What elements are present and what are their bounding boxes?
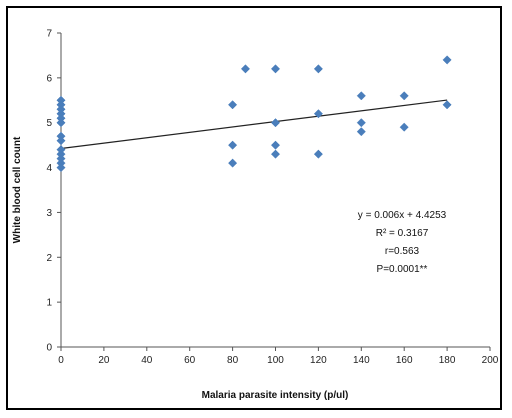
annotation-p-value: P=0.0001** bbox=[377, 264, 428, 275]
x-tick-label: 160 bbox=[396, 355, 413, 366]
y-tick-label: 7 bbox=[46, 29, 52, 40]
x-tick-label: 200 bbox=[482, 355, 499, 366]
x-tick-label: 0 bbox=[58, 355, 64, 366]
chart-frame bbox=[6, 6, 502, 410]
x-tick-label: 60 bbox=[184, 355, 196, 366]
x-axis-ticks: 0 20 40 60 80 100 120 140 160 180 200 bbox=[58, 347, 499, 366]
annotation-equation: y = 0.006x + 4.4253 bbox=[358, 210, 447, 221]
data-point bbox=[313, 149, 323, 159]
trendline-group bbox=[60, 99, 448, 150]
data-point bbox=[56, 118, 66, 128]
y-tick-label: 3 bbox=[46, 208, 52, 219]
data-point bbox=[228, 140, 238, 150]
axes bbox=[60, 33, 490, 348]
annotation-r: r=0.563 bbox=[385, 246, 420, 257]
y-tick-label: 2 bbox=[46, 253, 52, 264]
y-tick-label: 1 bbox=[46, 298, 52, 309]
y-tick-label: 4 bbox=[46, 163, 52, 174]
data-point bbox=[270, 140, 281, 150]
data-point bbox=[356, 118, 366, 128]
y-tick-label: 6 bbox=[46, 73, 52, 84]
data-point bbox=[399, 122, 409, 132]
x-tick-label: 80 bbox=[227, 355, 239, 366]
x-tick-label: 140 bbox=[353, 355, 370, 366]
data-point bbox=[399, 91, 409, 101]
data-point bbox=[356, 91, 366, 101]
data-point bbox=[356, 127, 366, 137]
data-point bbox=[270, 118, 281, 128]
y-axis-title: White blood cell count bbox=[12, 136, 23, 243]
data-point bbox=[442, 100, 452, 110]
y-tick-label: 5 bbox=[46, 118, 52, 129]
data-point bbox=[442, 55, 452, 65]
data-point bbox=[270, 64, 281, 74]
data-point bbox=[56, 163, 66, 173]
data-point bbox=[228, 100, 238, 110]
x-tick-label: 40 bbox=[141, 355, 153, 366]
regression-annotation: y = 0.006x + 4.4253 R² = 0.3167 r=0.563 … bbox=[358, 210, 447, 275]
data-points bbox=[56, 55, 452, 173]
data-point bbox=[313, 64, 323, 74]
data-point bbox=[270, 149, 281, 159]
x-tick-label: 20 bbox=[98, 355, 110, 366]
x-tick-label: 100 bbox=[267, 355, 284, 366]
y-tick-label: 0 bbox=[46, 343, 52, 354]
y-axis-ticks: 0 1 2 3 4 5 6 7 bbox=[46, 29, 61, 354]
annotation-r-squared: R² = 0.3167 bbox=[376, 228, 429, 239]
data-point bbox=[313, 109, 323, 119]
x-tick-label: 180 bbox=[439, 355, 456, 366]
trendline bbox=[60, 99, 448, 150]
data-point bbox=[240, 64, 251, 74]
x-axis-title: Malaria parasite intensity (p/ul) bbox=[202, 390, 349, 401]
data-point bbox=[56, 136, 66, 146]
x-tick-label: 120 bbox=[310, 355, 327, 366]
data-point bbox=[228, 158, 238, 168]
